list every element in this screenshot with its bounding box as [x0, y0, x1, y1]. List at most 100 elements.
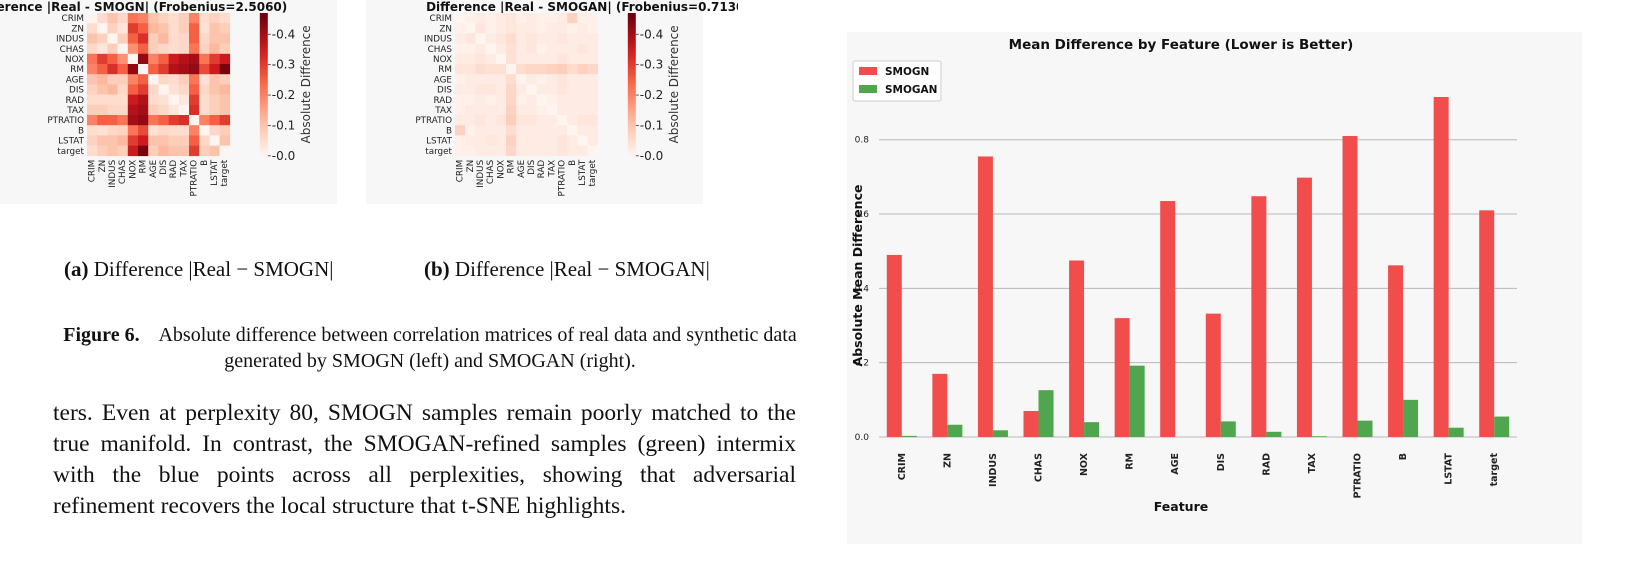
heatmap-col-label: RM [507, 160, 517, 174]
heatmap-cell [516, 94, 527, 106]
heatmap-col-label: target [588, 159, 598, 186]
heatmap-cell [485, 94, 497, 106]
heatmap-col-label: CRIM [456, 160, 466, 182]
heatmap-cell [117, 13, 129, 24]
heatmap-cell [189, 33, 200, 44]
heatmap-cell [168, 94, 180, 106]
heatmap-cell [526, 84, 537, 95]
heatmap-row-label: LSTAT [426, 137, 453, 147]
x-tick-label: TAX [1307, 452, 1318, 473]
heatmap-cell [526, 74, 537, 85]
heatmap-row-label: PTRATIO [47, 116, 84, 126]
heatmap-cell [219, 53, 231, 65]
heatmap-cell [567, 33, 578, 44]
heatmap-cell [117, 145, 129, 157]
heatmap-cell [178, 64, 190, 75]
heatmap-cell [536, 23, 548, 34]
heatmap-cell [577, 33, 588, 44]
heatmap-cell [455, 145, 466, 157]
heatmap-cell [219, 13, 231, 24]
heatmap-cell [495, 23, 507, 34]
heatmap-cell [127, 13, 139, 24]
heatmap-cell [97, 94, 108, 106]
heatmap-row-label: INDUS [424, 35, 452, 45]
heatmap-cell [209, 43, 220, 55]
heatmap-row-label: DIS [437, 86, 452, 96]
heatmap-cell [87, 74, 98, 85]
heatmap-cell [158, 74, 169, 85]
heatmap-cell [168, 135, 180, 146]
heatmap-cell [567, 13, 578, 24]
heatmap-cell [485, 74, 497, 85]
heatmap-cell [138, 104, 149, 116]
heatmap-col-label: ZN [98, 160, 108, 173]
x-tick-label: CRIM [897, 453, 908, 480]
heatmap-cell [465, 125, 476, 136]
heatmap-cell [506, 53, 517, 65]
bar-smogan-b [1403, 399, 1419, 437]
heatmap-col-label: RAD [169, 160, 179, 179]
heatmap-cell [516, 145, 527, 157]
heatmap-cell [495, 135, 507, 146]
heatmap-cell [219, 94, 231, 106]
heatmap-cell [117, 74, 129, 85]
heatmap-cell [199, 104, 210, 116]
bar-smogan-zn [947, 424, 963, 437]
heatmap-cell [189, 135, 200, 146]
bar-smogn-indus [977, 156, 993, 437]
bar-smogan-ptratio [1357, 420, 1373, 437]
heatmap-cell [219, 84, 231, 95]
heatmap-cell [475, 94, 486, 106]
heatmap-cell [485, 13, 497, 24]
heatmap-col-label: DIS [159, 159, 169, 174]
heatmap-cell [475, 84, 486, 95]
heatmap-cell [475, 43, 486, 55]
heatmap-cell [485, 145, 497, 157]
heatmap-cell [158, 53, 169, 65]
heatmap-cell [219, 33, 231, 44]
heatmap-cell [455, 104, 466, 116]
heatmap-cell [485, 115, 497, 126]
heatmap-cell [536, 125, 548, 136]
heatmap-cell [189, 43, 200, 55]
colorbar-tick-label: -0.1 [640, 118, 663, 132]
heatmap-cell [219, 145, 231, 157]
heatmap-row-label: LSTAT [58, 137, 85, 147]
correlation-difference-heatmaps: Difference |Real - SMOGN| (Frobenius=2.5… [0, 0, 750, 204]
x-tick-label: PTRATIO [1353, 453, 1364, 498]
heatmap-cell [546, 13, 558, 24]
heatmap-cell [138, 23, 149, 34]
heatmap-cell [219, 74, 231, 85]
bar-smogn-tax [1296, 177, 1312, 438]
heatmap-cell [87, 104, 98, 116]
heatmap-cell [148, 84, 159, 95]
heatmap-cell [117, 135, 129, 146]
colorbar-tick-label: -0.0 [640, 149, 663, 163]
heatmap-cell [97, 104, 108, 116]
heatmap-cell [209, 135, 220, 146]
heatmap-cell [577, 125, 588, 136]
heatmap-cell [577, 43, 588, 55]
heatmap-cell [465, 94, 476, 106]
heatmap-col-label: LSTAT [578, 159, 588, 186]
heatmap-cell [138, 13, 149, 24]
heatmap-cell [475, 13, 486, 24]
heatmap-cell [178, 33, 190, 44]
heatmap-cell [577, 13, 588, 24]
heatmap-cell [516, 64, 527, 75]
heatmap-cell [178, 115, 190, 126]
heatmap-cell [148, 125, 159, 136]
subcaption-a: (a) Difference |Real − SMOGN| [64, 257, 334, 281]
heatmap-cell [587, 53, 599, 65]
heatmap-cell [97, 64, 108, 75]
heatmap-cell [107, 84, 118, 95]
heatmap-cell [567, 64, 578, 75]
heatmap-cell [148, 94, 159, 106]
heatmap-col-label: ZN [466, 160, 476, 173]
heatmap-cell [546, 145, 558, 157]
heatmap-cell [168, 74, 180, 85]
bar-smogan-dis [1220, 421, 1236, 437]
heatmap-cell [587, 84, 599, 95]
colorbar-label: Absolute Difference [299, 25, 313, 143]
heatmap-cell [117, 125, 129, 136]
